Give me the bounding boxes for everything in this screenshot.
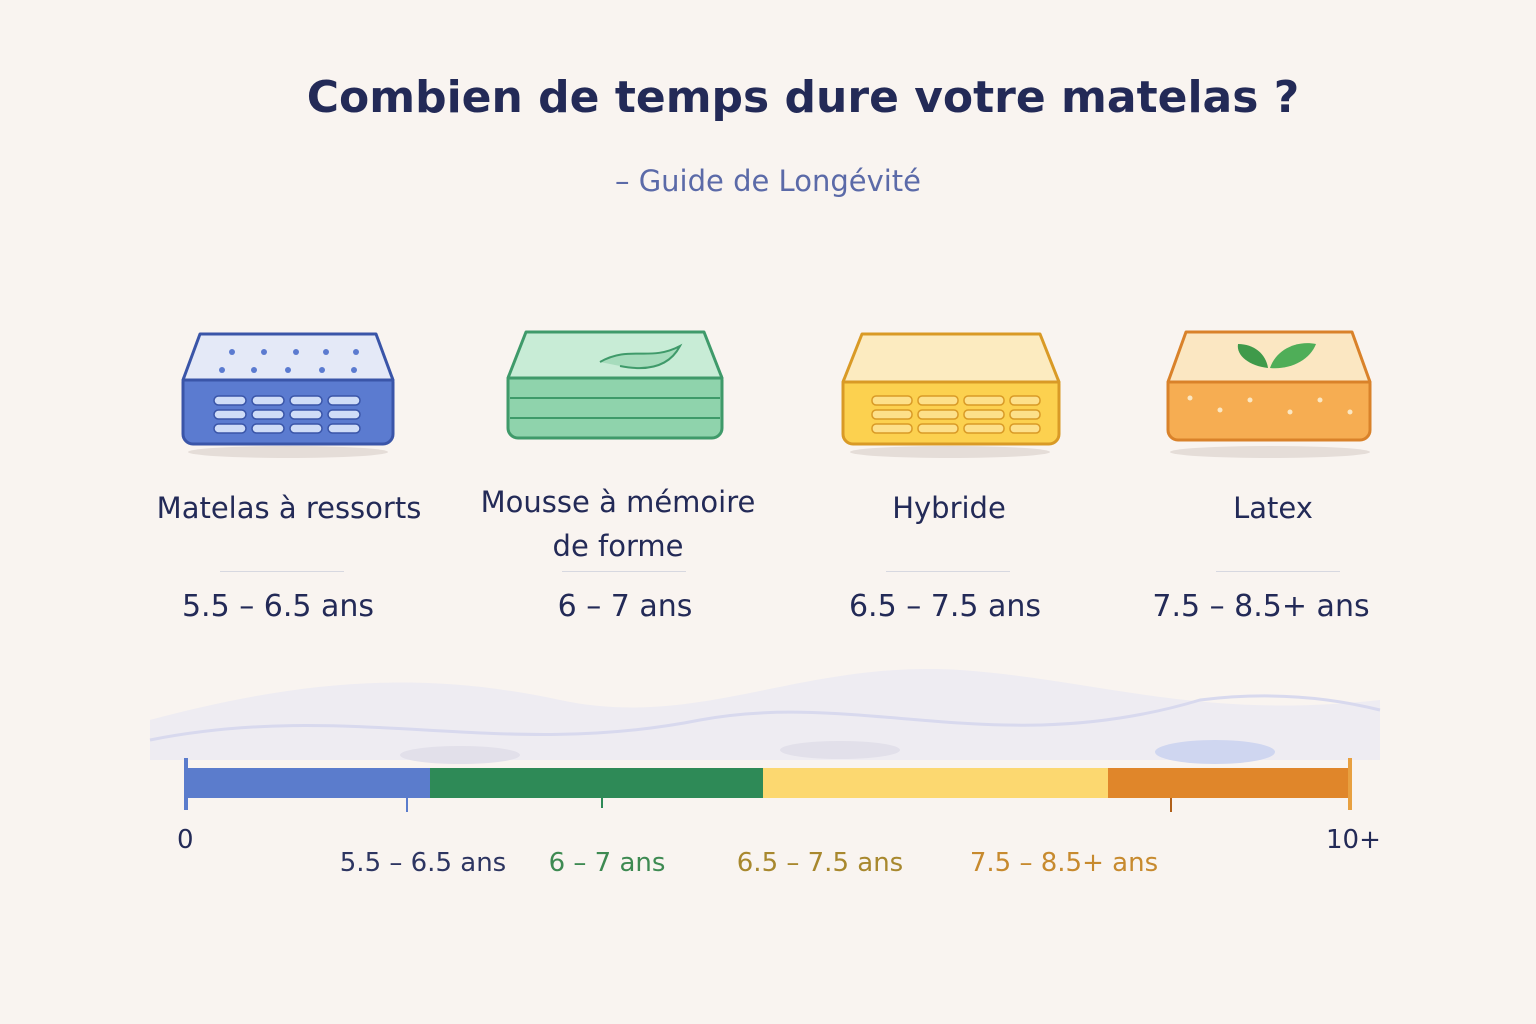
separator	[1216, 571, 1340, 572]
timeline-end: 10+	[1326, 825, 1381, 855]
foam-mattress-icon	[506, 330, 724, 440]
title: Combien de temps dure votre matelas ?	[306, 72, 1300, 123]
duration: 5.5 – 6.5 ans	[181, 589, 375, 624]
timeline-label: 6.5 – 7.5 ans	[736, 848, 904, 878]
timeline-label: 5.5 – 6.5 ans	[339, 848, 507, 878]
duration: 6 – 7 ans	[557, 589, 693, 624]
timeline-segment	[763, 768, 1108, 798]
timeline-segment	[187, 768, 430, 798]
timeline-start: 0	[177, 825, 194, 855]
duration: 7.5 – 8.5+ ans	[1152, 589, 1370, 624]
mattress-name: Latex	[1233, 491, 1313, 525]
spring-mattress-icon	[181, 332, 395, 458]
timeline-segment	[1108, 768, 1348, 798]
separator	[220, 571, 344, 572]
timeline	[184, 758, 1352, 812]
mattress-name: Matelas à ressorts	[156, 491, 422, 525]
mattress-name: Mousse à mémoire de forme	[480, 485, 756, 563]
timeline-segment	[430, 768, 763, 798]
separator	[562, 571, 686, 572]
latex-mattress-icon	[1166, 330, 1372, 458]
subtitle: – Guide de Longévité	[614, 164, 921, 198]
mattress-name: Hybride	[892, 491, 1006, 525]
timeline-label: 6 – 7 ans	[548, 848, 666, 878]
separator	[886, 571, 1010, 572]
timeline-label: 7.5 – 8.5+ ans	[969, 848, 1159, 878]
duration: 6.5 – 7.5 ans	[848, 589, 1042, 624]
hybrid-mattress-icon	[841, 332, 1061, 458]
